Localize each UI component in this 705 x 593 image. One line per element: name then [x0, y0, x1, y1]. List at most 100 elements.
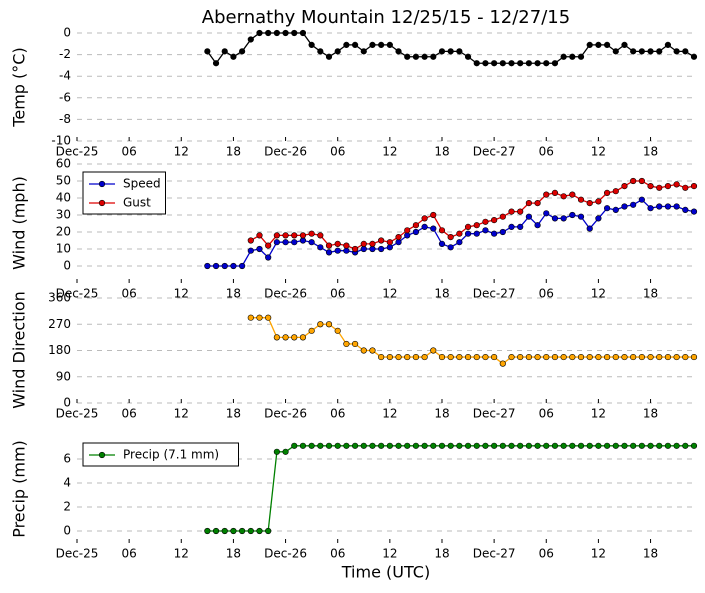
- data-point: [491, 60, 498, 67]
- data-point: [230, 527, 237, 535]
- data-point: [221, 262, 228, 270]
- data-point: [404, 442, 411, 449]
- x-tick-label: Dec-27: [473, 547, 516, 561]
- data-point: [360, 442, 367, 449]
- data-point: [499, 228, 506, 236]
- y-tick-label: 180: [48, 343, 71, 357]
- data-point: [351, 41, 359, 48]
- data-point: [395, 48, 402, 55]
- data-point: [438, 442, 446, 449]
- data-point: [204, 262, 211, 270]
- data-point: [282, 448, 289, 455]
- data-point: [630, 353, 637, 361]
- data-point: [656, 203, 663, 210]
- data-point: [638, 48, 645, 55]
- data-point: [551, 353, 559, 361]
- data-point: [386, 442, 393, 449]
- data-point: [325, 321, 333, 328]
- data-point: [212, 527, 220, 535]
- data-point: [673, 442, 680, 449]
- x-tick-label: Dec-25: [56, 145, 99, 159]
- data-point: [212, 262, 220, 270]
- data-point: [656, 184, 663, 191]
- data-point: [482, 60, 489, 67]
- data-point: [491, 217, 498, 224]
- data-point: [212, 60, 220, 67]
- data-point: [673, 353, 680, 361]
- data-point: [386, 41, 393, 48]
- data-point: [265, 29, 272, 37]
- data-point: [291, 442, 298, 449]
- data-point: [386, 353, 393, 361]
- y-tick-label: 20: [56, 225, 71, 239]
- data-point: [369, 347, 376, 354]
- data-point: [369, 245, 376, 253]
- y-tick-label: -10: [51, 134, 71, 148]
- x-tick-label: 06: [122, 145, 137, 159]
- data-point: [464, 53, 472, 60]
- data-point: [664, 203, 672, 210]
- y-tick-label: 40: [56, 191, 71, 205]
- data-point: [421, 53, 428, 60]
- data-point: [273, 448, 280, 455]
- data-point: [560, 193, 567, 200]
- x-tick-label: Dec-25: [56, 407, 99, 421]
- data-point: [464, 442, 472, 449]
- data-point: [421, 223, 428, 230]
- data-point: [299, 442, 307, 449]
- x-tick-label: 06: [122, 547, 137, 561]
- x-tick-label: 18: [226, 145, 241, 159]
- data-point: [577, 196, 585, 203]
- data-point: [247, 527, 254, 535]
- data-point: [595, 353, 602, 361]
- y-tick-label: -8: [59, 112, 71, 126]
- data-point: [221, 48, 228, 55]
- data-point: [603, 353, 611, 361]
- data-point: [447, 353, 454, 361]
- data-point: [491, 353, 498, 361]
- data-point: [517, 60, 524, 67]
- data-point: [595, 198, 602, 205]
- x-tick-label: Dec-27: [473, 145, 516, 159]
- data-point: [308, 327, 315, 334]
- data-point: [273, 334, 280, 341]
- data-point: [317, 232, 324, 239]
- data-point: [282, 29, 289, 37]
- data-point: [412, 53, 420, 60]
- data-point: [517, 353, 524, 361]
- data-point: [265, 242, 272, 249]
- y-axis-label: Wind Direction: [10, 291, 29, 409]
- data-point: [551, 442, 559, 449]
- data-point: [499, 360, 506, 367]
- data-point: [247, 36, 254, 43]
- data-point: [343, 340, 350, 348]
- y-tick-label: 60: [56, 157, 71, 171]
- data-point: [499, 442, 506, 449]
- data-point: [508, 208, 515, 215]
- data-point: [256, 314, 263, 321]
- data-point: [273, 239, 280, 246]
- data-point: [630, 48, 637, 55]
- data-point: [621, 353, 628, 361]
- x-tick-label: 06: [539, 407, 554, 421]
- y-axis-label: Temp (°C): [10, 47, 29, 127]
- data-point: [360, 48, 367, 55]
- data-point: [473, 353, 480, 361]
- x-tick-label: 06: [330, 287, 345, 301]
- data-point: [569, 191, 576, 198]
- data-point: [569, 353, 576, 361]
- data-line: [250, 180, 695, 250]
- data-point: [517, 208, 524, 215]
- x-tick-label: 18: [434, 287, 449, 301]
- data-point: [256, 245, 263, 253]
- data-point: [334, 327, 341, 334]
- data-point: [534, 442, 541, 449]
- data-point: [673, 181, 680, 188]
- data-point: [360, 240, 367, 247]
- data-point: [282, 239, 289, 246]
- data-point: [308, 442, 315, 449]
- data-point: [630, 177, 637, 185]
- data-point: [386, 244, 393, 251]
- data-point: [299, 29, 307, 37]
- data-point: [482, 353, 489, 361]
